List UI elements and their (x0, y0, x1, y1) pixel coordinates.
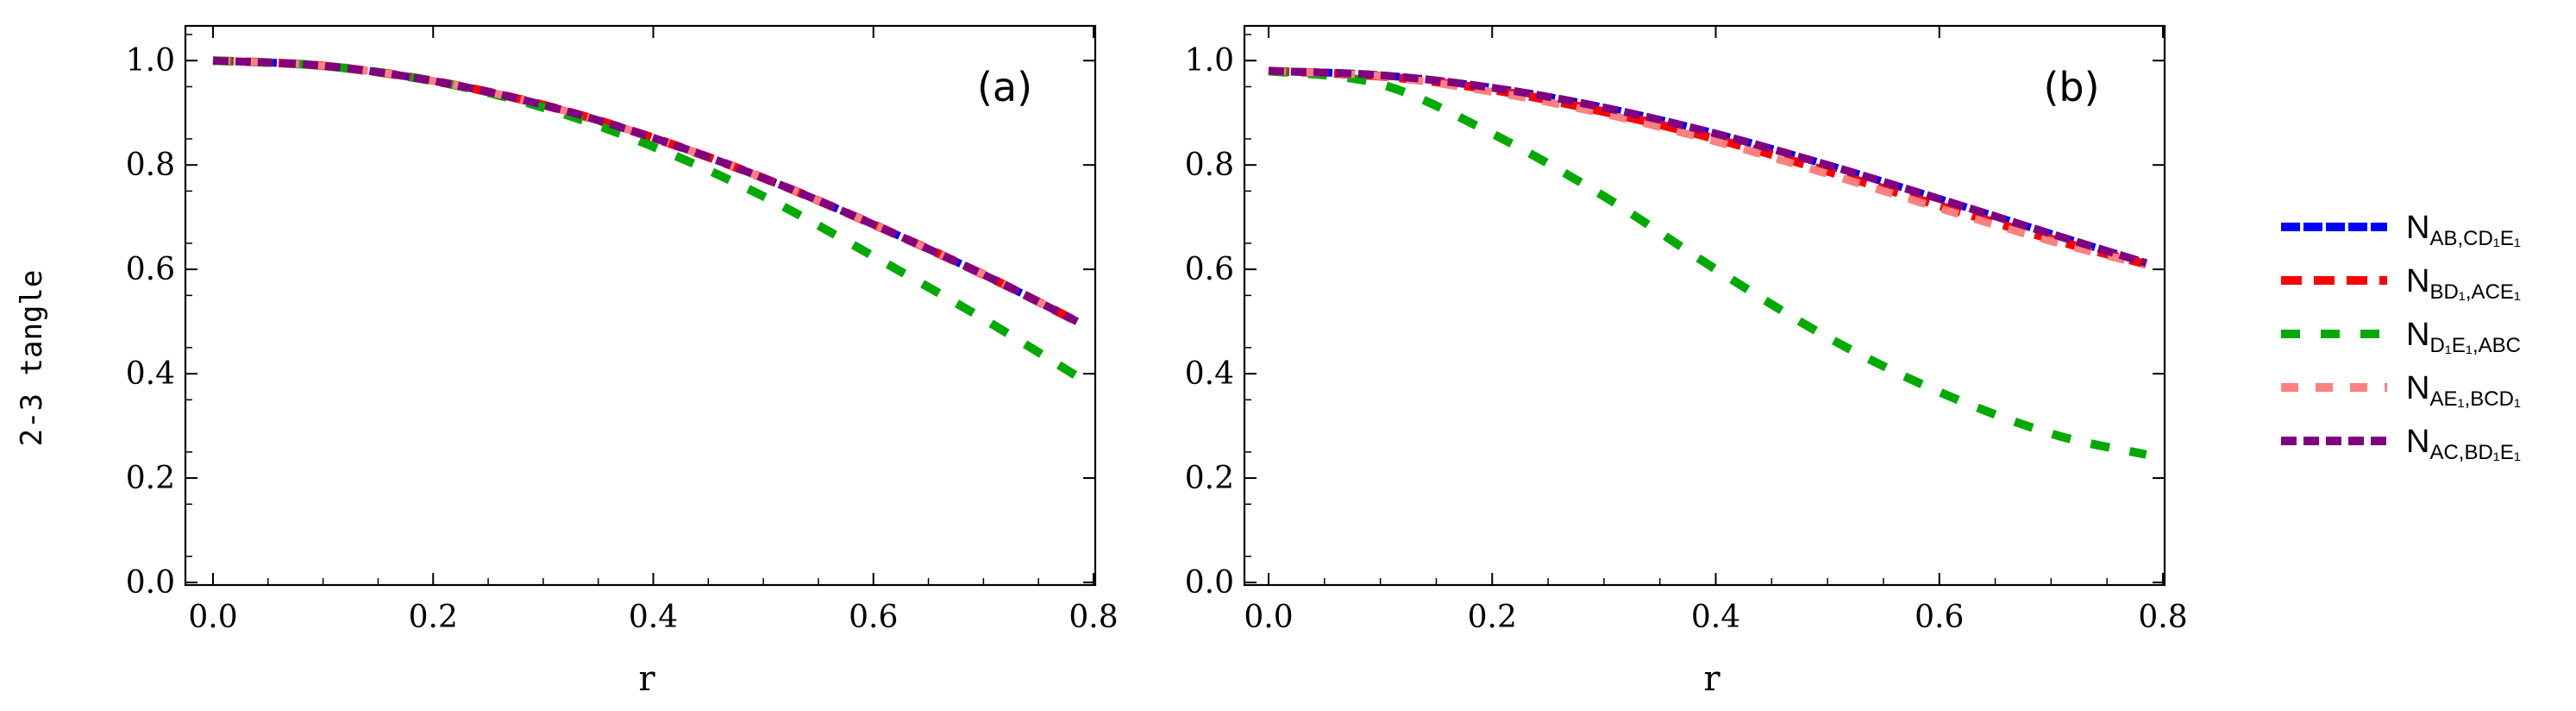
panel-b-y-tick-label: 0.6 (1185, 252, 1234, 287)
panel-b-frame (1243, 24, 2166, 587)
panel-b-x-axis-label: r (1703, 659, 1720, 699)
panel-a-series-1-line (212, 56, 1079, 325)
panel-b-series-2-line (1268, 66, 2147, 268)
legend-label-3: ND₁E₁,ABC (2406, 317, 2521, 357)
panel-a-x-tick-label: 0.4 (629, 600, 678, 635)
panel-b: 0.0 0.2 0.4 0.6 0.8 0.0 0.2 0.4 0.6 0.8 1.0 (b) r (1185, 24, 2188, 699)
y-axis-label: 2-3 tangle (15, 270, 49, 447)
panel-a-series-3-line (212, 56, 1080, 381)
panel-a-frame (184, 24, 1097, 587)
panel-a-y-tick-label: 1.0 (126, 43, 175, 79)
panel-a-x-tick-label: 0.8 (1069, 600, 1118, 635)
panel-a-x-axis-label: r (638, 659, 655, 699)
panel-b-y-tick-label: 0.0 (1185, 565, 1234, 601)
panel-b-series-5-line (1268, 66, 2147, 267)
panel-a-x-tick-label: 0.0 (188, 600, 237, 635)
panel-a-series-5-line (212, 56, 1079, 325)
panel-b-x-tick-label: 0.6 (1915, 600, 1964, 635)
panel-b-x-tick-label: 0.4 (1691, 600, 1740, 635)
panel-a-x-tick-label: 0.2 (409, 600, 458, 635)
panel-a-y-tick-label: 0.8 (126, 148, 175, 183)
panel-b-y-tick-label: 0.2 (1185, 461, 1234, 496)
panel-b-x-tick-label: 0.8 (2138, 600, 2187, 635)
panel-b-x-tick-label: 0.0 (1244, 600, 1293, 635)
legend: NAB,CD₁E₁ NBD₁,ACE₁ ND₁E₁,ABC NAE₁,BCD₁ NAC,… (2281, 210, 2521, 464)
panel-a-series-2-line (212, 56, 1080, 326)
legend-label-4: NAE₁,BCD₁ (2406, 370, 2521, 411)
panel-b-y-tick-label: 0.8 (1185, 148, 1234, 183)
panel-a-y-tick-label: 0.6 (126, 252, 175, 287)
panel-a-y-tick-label: 0.2 (126, 461, 175, 496)
panel-a-series-4-line (212, 56, 1079, 325)
panel-a-x-tick-label: 0.6 (849, 600, 898, 635)
panel-b-y-tick-label: 0.4 (1185, 356, 1234, 392)
panel-b-y-tick-label: 1.0 (1185, 43, 1234, 79)
panel-a: 0.0 0.2 0.4 0.6 0.8 0.0 0.2 0.4 0.6 0.8 1.0 (a) r (126, 24, 1119, 699)
legend-label-1: NAB,CD₁E₁ (2406, 210, 2521, 250)
legend-label-2: NBD₁,ACE₁ (2406, 263, 2521, 304)
panel-b-label: (b) (2043, 64, 2099, 110)
panel-a-label: (a) (977, 64, 1032, 110)
panel-a-y-tick-label: 0.0 (126, 565, 175, 601)
legend-label-5: NAC,BD₁E₁ (2406, 424, 2521, 464)
panel-a-y-tick-label: 0.4 (126, 356, 175, 392)
panel-b-series-4-line (1268, 66, 2147, 269)
panel-b-x-tick-label: 0.2 (1468, 600, 1517, 635)
